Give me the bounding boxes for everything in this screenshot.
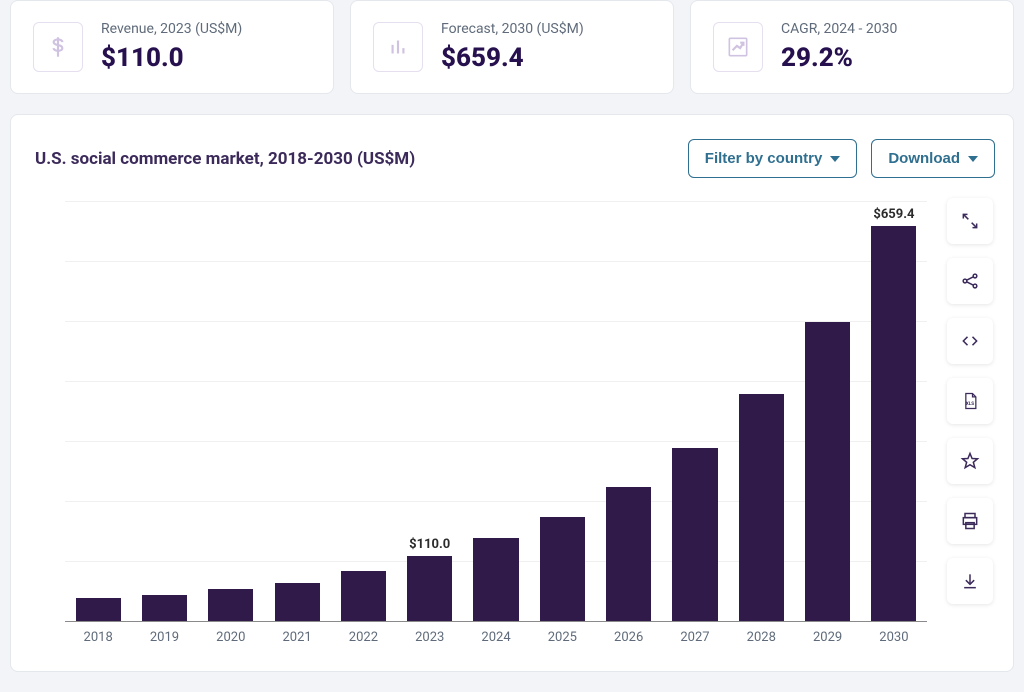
x-tick: 2018: [65, 630, 131, 645]
card-value: 29.2%: [781, 43, 897, 73]
chart-bar[interactable]: [672, 448, 717, 622]
bar-col: [662, 202, 728, 622]
bar-col: [463, 202, 529, 622]
share-icon[interactable]: [947, 258, 993, 304]
x-tick: 2022: [330, 630, 396, 645]
chevron-down-icon: [968, 156, 978, 162]
chart-bar[interactable]: [341, 571, 386, 622]
x-tick: 2023: [397, 630, 463, 645]
card-label: Forecast, 2030 (US$M): [441, 21, 584, 37]
chart-xaxis: 2018201920202021202220232024202520262027…: [65, 630, 927, 645]
download-button[interactable]: Download: [871, 139, 995, 178]
bar-col: [728, 202, 794, 622]
x-tick: 2019: [131, 630, 197, 645]
star-icon[interactable]: [947, 438, 993, 484]
download-icon[interactable]: [947, 558, 993, 604]
chart-baseline: [65, 621, 927, 622]
chart-bar[interactable]: [871, 226, 916, 622]
chart-area: $110.0$659.4 201820192020202120222023202…: [35, 192, 937, 672]
card-value: $110.0: [101, 43, 242, 73]
svg-text:XLS: XLS: [966, 401, 974, 407]
xls-icon[interactable]: XLS: [947, 378, 993, 424]
chart-bar[interactable]: [540, 517, 585, 622]
panel-header: U.S. social commerce market, 2018-2030 (…: [35, 139, 995, 178]
x-tick: 2030: [861, 630, 927, 645]
download-label: Download: [888, 150, 960, 167]
x-tick: 2025: [529, 630, 595, 645]
card-label: CAGR, 2024 - 2030: [781, 21, 897, 37]
chart-bar[interactable]: [805, 322, 850, 622]
chart-panel: U.S. social commerce market, 2018-2030 (…: [10, 114, 1014, 672]
bar-value-label: $659.4: [873, 207, 914, 222]
bar-col: [529, 202, 595, 622]
x-tick: 2027: [662, 630, 728, 645]
chart-wrap: $110.0$659.4 201820192020202120222023202…: [35, 192, 995, 672]
x-tick: 2020: [198, 630, 264, 645]
bar-col: [330, 202, 396, 622]
chart-bar[interactable]: [142, 595, 187, 622]
chart-bar[interactable]: [606, 487, 651, 622]
bar-col: [264, 202, 330, 622]
chart-tools: XLS: [937, 192, 995, 672]
bars-icon: [373, 22, 423, 72]
dollar-icon: [33, 22, 83, 72]
card-value: $659.4: [441, 43, 584, 73]
card-cagr: CAGR, 2024 - 2030 29.2%: [690, 0, 1014, 94]
bar-col: [65, 202, 131, 622]
card-label: Revenue, 2023 (US$M): [101, 21, 242, 37]
chart-bar[interactable]: [208, 589, 253, 622]
bar-col: [198, 202, 264, 622]
x-tick: 2028: [728, 630, 794, 645]
chart-bars: $110.0 $659.4: [65, 202, 927, 622]
x-tick: 2021: [264, 630, 330, 645]
bar-col: [131, 202, 197, 622]
summary-cards: Revenue, 2023 (US$M) $110.0 Forecast, 20…: [0, 0, 1024, 104]
chart-bar[interactable]: [739, 394, 784, 622]
filter-label: Filter by country: [705, 150, 823, 167]
panel-actions: Filter by country Download: [688, 139, 995, 178]
embed-icon[interactable]: [947, 318, 993, 364]
bar-col: $110.0: [397, 202, 463, 622]
filter-country-button[interactable]: Filter by country: [688, 139, 858, 178]
trend-icon: [713, 22, 763, 72]
bar-col: [596, 202, 662, 622]
print-icon[interactable]: [947, 498, 993, 544]
chart-bar[interactable]: [275, 583, 320, 622]
x-tick: 2029: [794, 630, 860, 645]
chart-plot: $110.0 $659.4: [65, 202, 927, 622]
card-forecast: Forecast, 2030 (US$M) $659.4: [350, 0, 674, 94]
x-tick: 2026: [596, 630, 662, 645]
chart-bar[interactable]: [76, 598, 121, 622]
bar-col: [794, 202, 860, 622]
bar-col: $659.4: [861, 202, 927, 622]
card-revenue: Revenue, 2023 (US$M) $110.0: [10, 0, 334, 94]
expand-icon[interactable]: [947, 198, 993, 244]
chart-bar[interactable]: [473, 538, 518, 622]
x-tick: 2024: [463, 630, 529, 645]
panel-title: U.S. social commerce market, 2018-2030 (…: [35, 149, 415, 169]
chart-bar[interactable]: [407, 556, 452, 622]
bar-value-label: $110.0: [409, 537, 450, 552]
chevron-down-icon: [830, 156, 840, 162]
